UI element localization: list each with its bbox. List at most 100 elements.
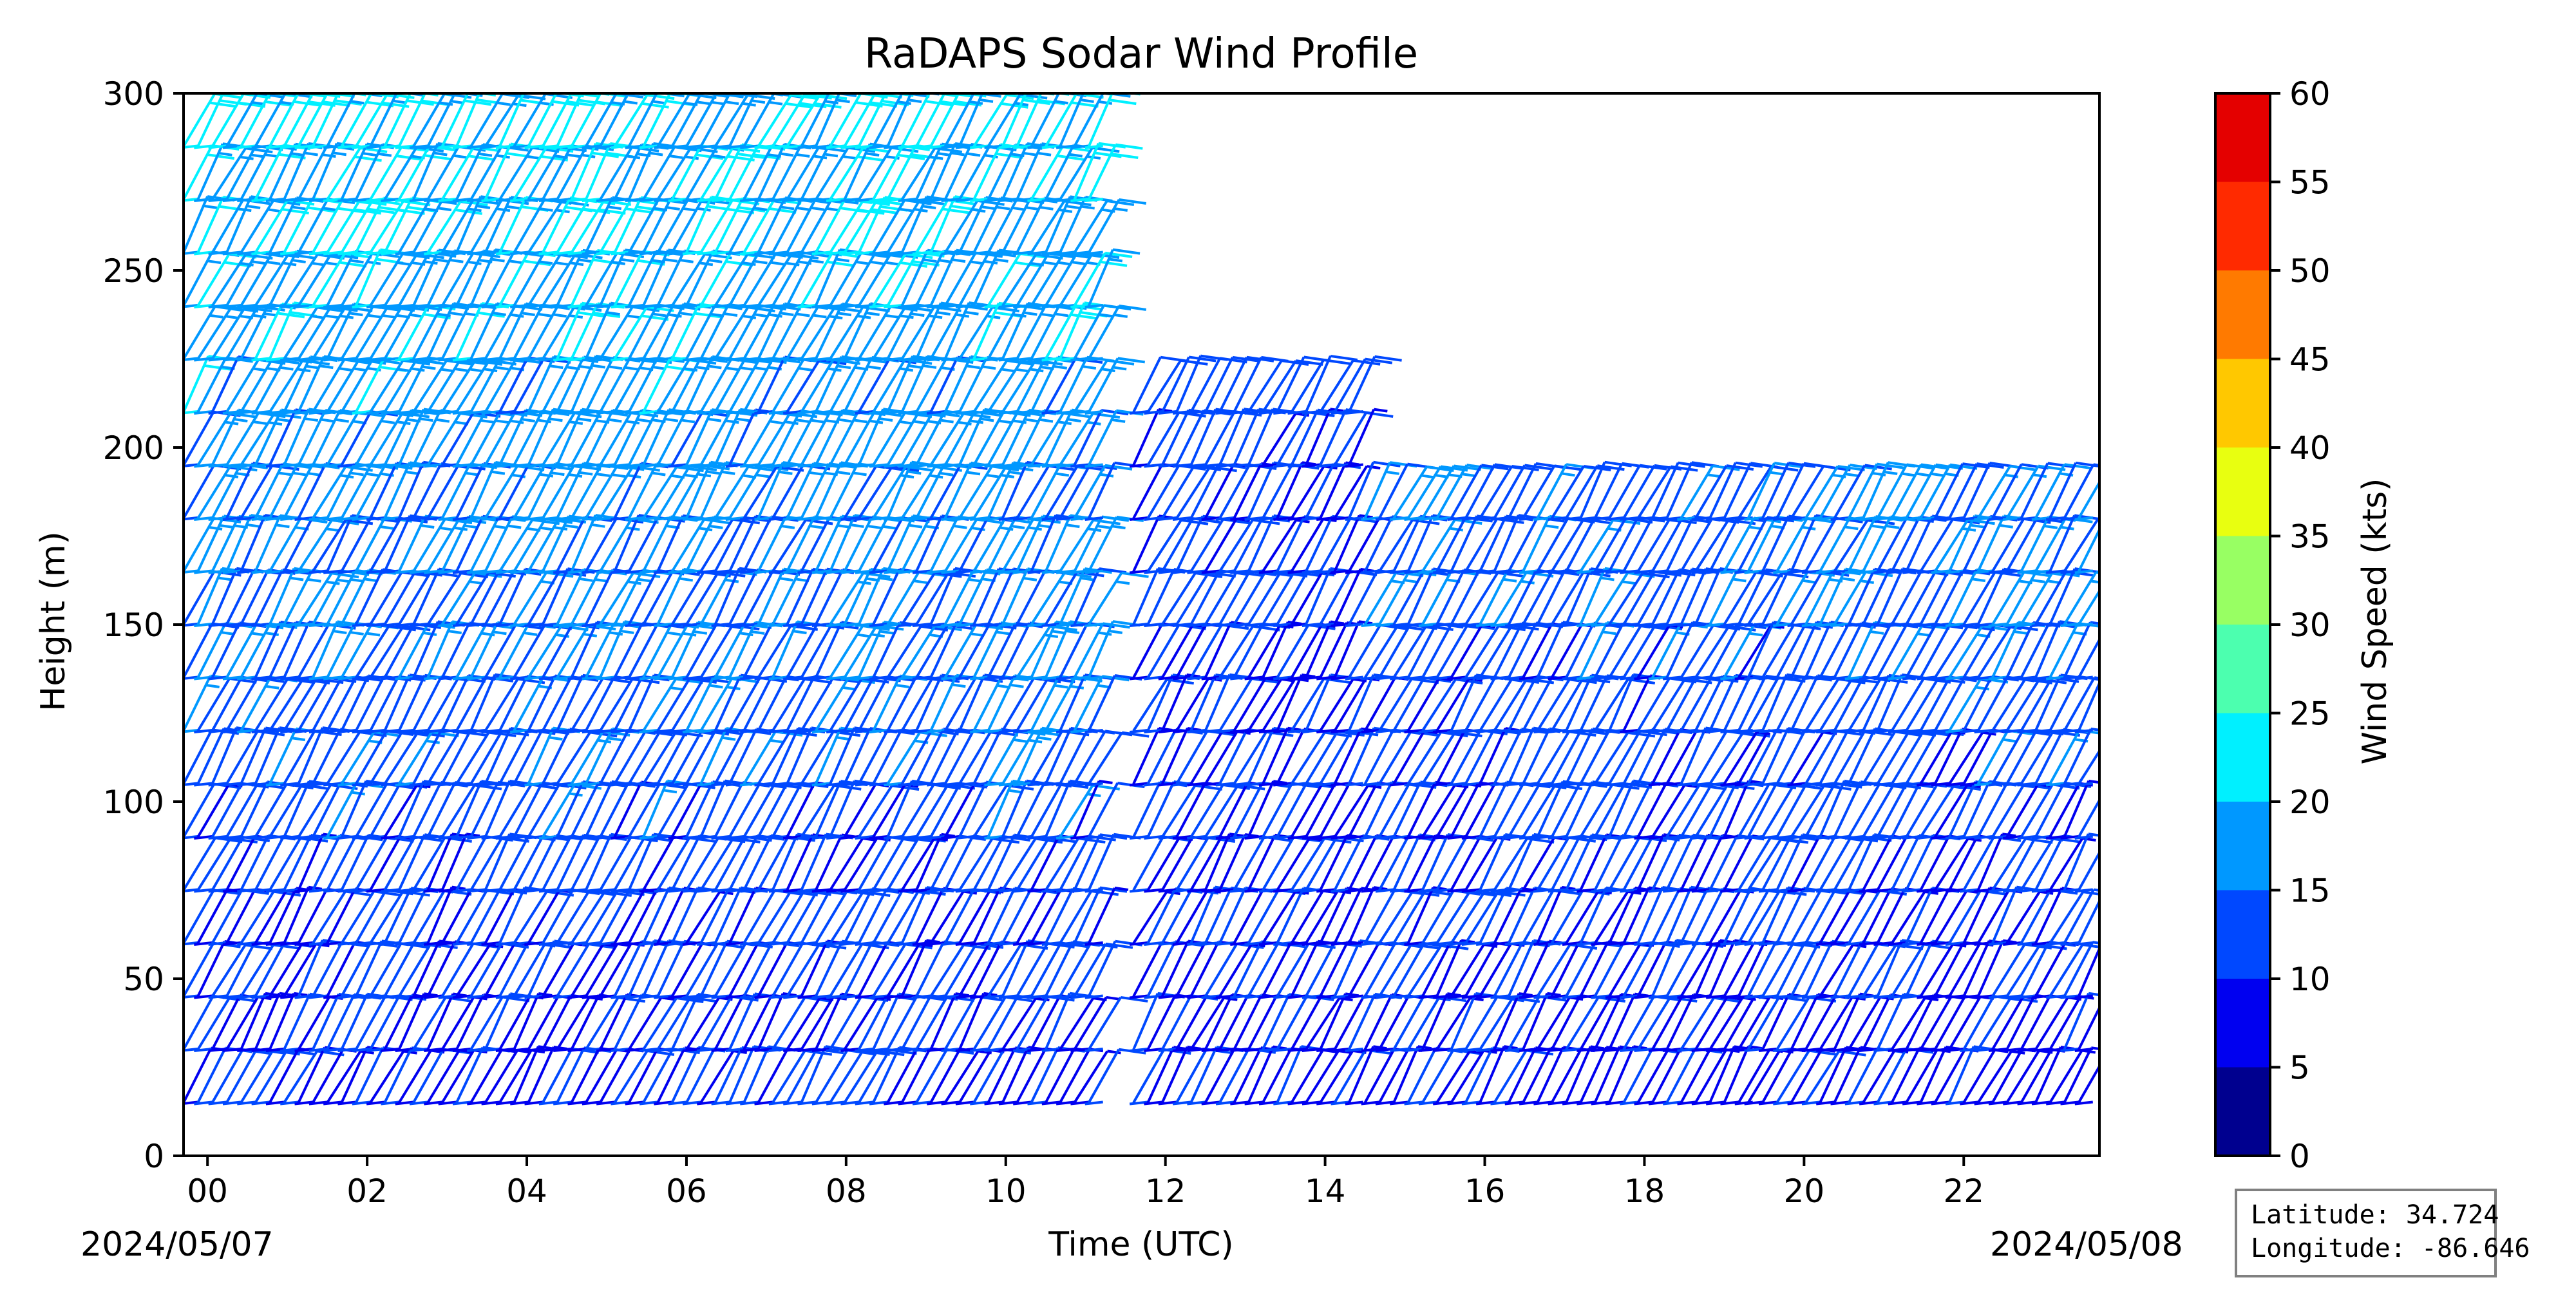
barb-staff	[744, 835, 771, 890]
barb-flag	[424, 155, 451, 159]
barb-half-flag	[708, 366, 721, 368]
barb-half-flag	[350, 260, 364, 262]
wind-barb	[180, 356, 235, 413]
barb-staff	[715, 943, 746, 996]
barb-staff	[198, 890, 227, 943]
barb-staff	[844, 1051, 877, 1102]
wind-barb	[697, 728, 753, 785]
barb-staff	[428, 1050, 459, 1102]
wind-barb	[812, 357, 869, 413]
barb-staff	[370, 837, 400, 891]
barb-half-flag	[837, 737, 850, 739]
barb-half-flag	[1010, 685, 1023, 687]
barb-half-flag	[1023, 578, 1037, 580]
barb-staff	[571, 782, 598, 837]
wind-barb	[194, 308, 258, 361]
barb-staff	[270, 994, 294, 1050]
barb-staff	[557, 675, 583, 731]
barb-half-flag	[923, 259, 936, 261]
barb-staff	[600, 1050, 630, 1103]
barb-half-flag	[952, 684, 965, 686]
barbs-group	[180, 90, 2139, 1104]
wind-barb	[797, 997, 846, 1051]
barb-half-flag	[1030, 369, 1043, 371]
wind-barb	[266, 464, 325, 520]
barb-staff	[989, 888, 1015, 943]
barb-staff	[356, 676, 384, 731]
barb-half-flag	[811, 420, 824, 422]
barb-staff	[500, 357, 527, 412]
wind-barb	[1056, 675, 1112, 732]
barb-half-flag	[423, 633, 437, 635]
barb-half-flag	[1100, 475, 1113, 476]
wind-barb	[869, 1047, 926, 1104]
barb-half-flag	[907, 471, 921, 473]
barb-half-flag	[221, 632, 234, 634]
wind-barb	[352, 198, 411, 254]
barb-staff	[672, 1048, 699, 1103]
wind-barb	[180, 466, 241, 520]
barb-staff	[184, 838, 215, 890]
barb-staff	[213, 1050, 243, 1102]
barb-staff	[989, 835, 1015, 891]
barb-staff	[384, 572, 415, 625]
barb-staff	[457, 891, 487, 943]
barb-staff	[801, 517, 829, 571]
wind-barb	[999, 569, 1055, 626]
wind-barb	[439, 675, 496, 732]
barb-staff	[773, 783, 801, 837]
barb-half-flag	[896, 685, 909, 687]
wind-barb	[510, 252, 571, 307]
barb-staff	[945, 836, 973, 891]
barb-staff	[256, 836, 284, 890]
barb-staff	[184, 943, 213, 997]
barb-staff	[184, 730, 212, 784]
barb-half-flag	[448, 631, 462, 633]
barb-half-flag	[349, 313, 363, 315]
wind-barb	[496, 197, 553, 254]
barb-staff	[213, 677, 242, 731]
wind-barb	[582, 198, 639, 254]
barb-half-flag	[553, 314, 567, 316]
barb-staff	[457, 464, 484, 518]
wind-barb	[280, 944, 329, 997]
barb-half-flag	[578, 259, 592, 261]
barb-staff	[543, 836, 571, 890]
barb-staff	[658, 941, 684, 997]
wind-barb	[252, 679, 315, 732]
barb-staff	[916, 1050, 947, 1102]
barb-half-flag	[811, 208, 824, 210]
barb-staff	[586, 834, 611, 891]
barb-staff	[744, 1046, 768, 1102]
barb-half-flag	[1066, 525, 1079, 527]
barb-staff	[873, 623, 900, 678]
barb-half-flag	[322, 155, 336, 156]
wind-barb	[180, 676, 238, 732]
barb-half-flag	[578, 419, 591, 420]
barb-staff	[399, 1050, 431, 1102]
barb-staff	[859, 786, 892, 837]
barb-staff	[801, 786, 834, 837]
barb-half-flag	[321, 419, 334, 421]
barb-staff	[1089, 997, 1121, 1050]
barb-staff	[643, 571, 673, 625]
barb-staff	[600, 783, 629, 837]
wind-barb	[496, 1050, 545, 1104]
wind-barb	[309, 520, 373, 572]
barb-staff	[327, 677, 356, 731]
barb-staff	[1031, 1048, 1057, 1103]
barb-half-flag	[1043, 262, 1057, 264]
barb-half-flag	[756, 475, 770, 476]
barb-half-flag	[522, 419, 535, 421]
barb-staff	[529, 1047, 554, 1103]
barb-staff	[586, 782, 612, 837]
wind-barb	[223, 997, 271, 1051]
barb-half-flag	[495, 420, 509, 422]
barb-half-flag	[319, 366, 333, 368]
wind-barb	[439, 200, 500, 254]
wind-barb	[812, 891, 875, 945]
barb-half-flag	[453, 156, 467, 158]
wind-barb	[295, 997, 343, 1051]
barb-half-flag	[1097, 526, 1111, 528]
barb-half-flag	[725, 580, 739, 582]
